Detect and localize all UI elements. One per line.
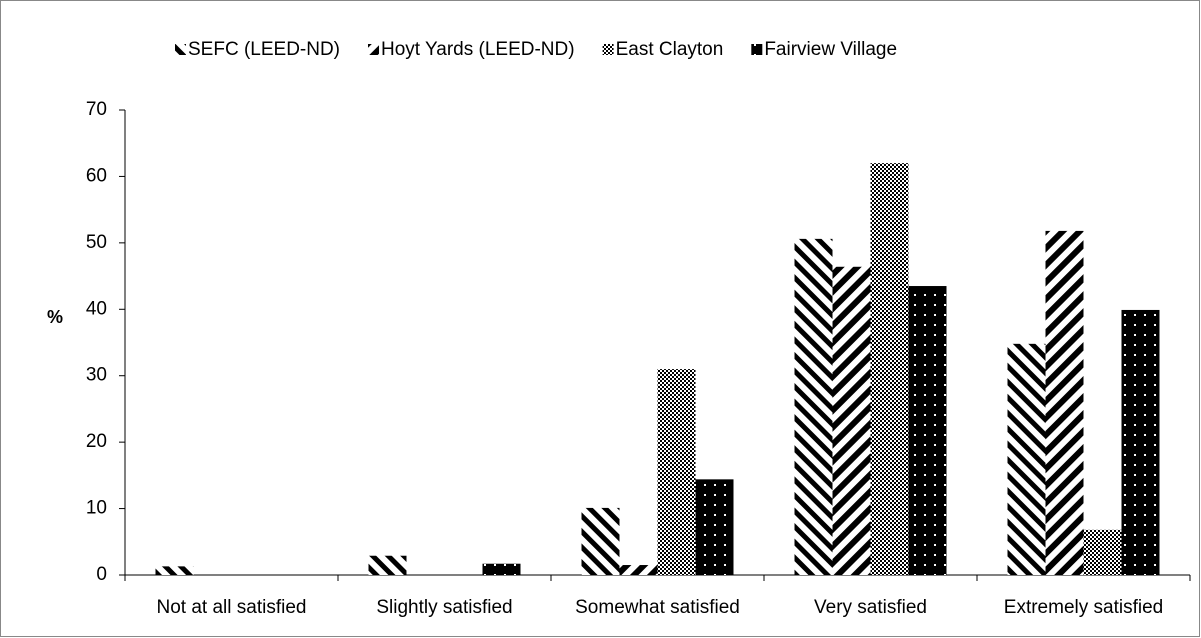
bar: [1083, 529, 1122, 575]
legend-label: Hoyt Yards (LEED-ND): [381, 39, 575, 60]
bar: [1121, 309, 1160, 575]
y-tick-label: 20: [86, 431, 107, 452]
bar: [908, 286, 947, 575]
y-tick-label: 30: [86, 365, 107, 386]
legend-label: SEFC (LEED-ND): [188, 39, 340, 60]
bar: [832, 266, 871, 575]
y-tick-label: 60: [86, 165, 107, 186]
y-tick-label: 50: [86, 232, 107, 253]
bar: [1007, 343, 1046, 575]
x-tick-label: Not at all satisfied: [157, 597, 307, 618]
legend-label: East Clayton: [616, 39, 724, 60]
bar: [155, 566, 194, 575]
bar: [794, 238, 833, 575]
x-tick-label: Very satisfied: [814, 597, 927, 618]
y-axis-label: %: [47, 307, 63, 327]
bar: [368, 555, 407, 575]
bar: [619, 565, 658, 575]
legend-swatch: [175, 44, 186, 55]
y-tick-label: 40: [86, 298, 107, 319]
y-tick-label: 10: [86, 498, 107, 519]
legend-swatch: [368, 44, 380, 55]
x-tick-label: Slightly satisfied: [376, 597, 512, 618]
y-tick-label: 70: [86, 99, 107, 120]
bar: [870, 163, 909, 575]
legend-swatch: [751, 44, 763, 55]
legend-swatch: [602, 44, 614, 55]
bar: [482, 563, 521, 575]
bar: [657, 369, 696, 575]
bar: [695, 479, 734, 575]
x-tick-label: Somewhat satisfied: [575, 597, 740, 618]
legend-label: Fairview Village: [764, 39, 897, 60]
x-tick-label: Extremely satisfied: [1004, 597, 1163, 618]
bar: [581, 507, 620, 575]
bar: [1045, 230, 1084, 575]
y-tick-label: 0: [96, 564, 107, 585]
